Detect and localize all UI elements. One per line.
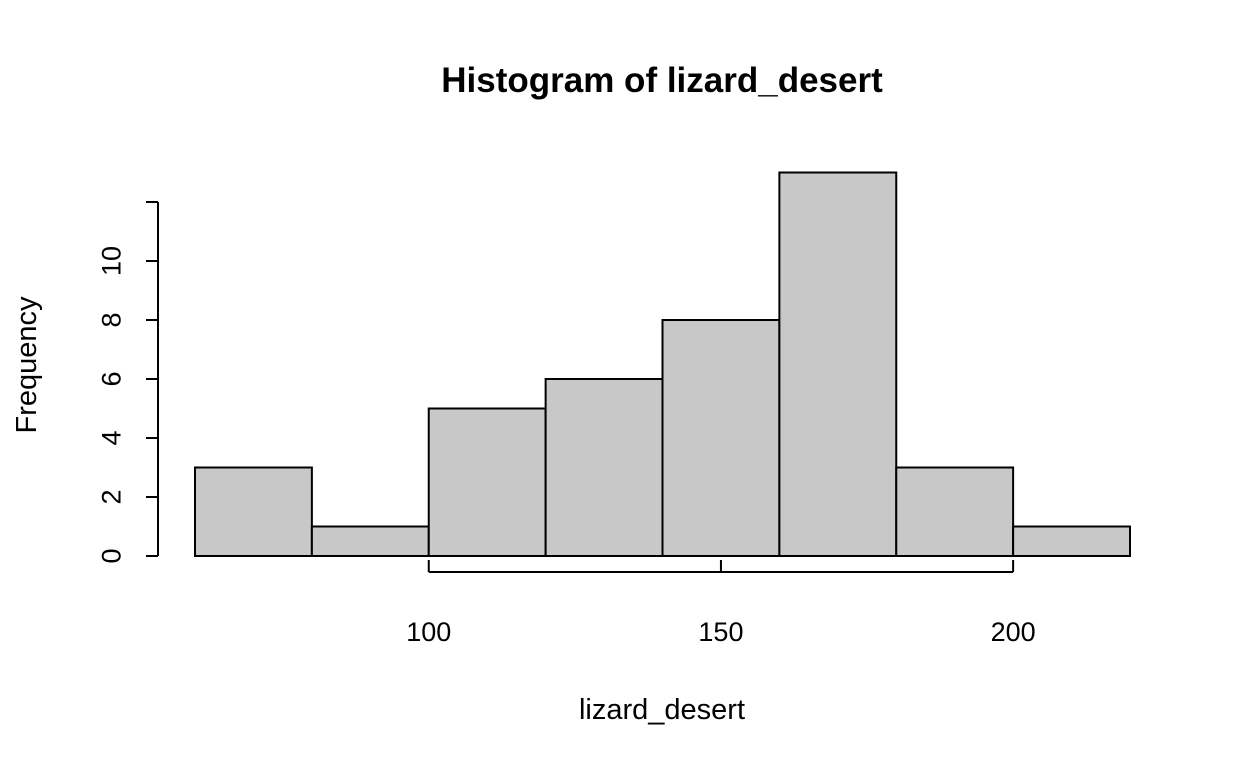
histogram-bars <box>194 171 1131 557</box>
x-axis-label: lizard_desert <box>579 694 745 726</box>
histogram-bar-1 <box>194 466 313 557</box>
histogram-bar-5 <box>661 319 781 557</box>
x-tick-label-200: 200 <box>991 617 1036 647</box>
histogram-bar-3 <box>427 407 547 557</box>
y-tick-label-2: 2 <box>96 489 126 504</box>
y-tick-label-6: 6 <box>96 371 126 386</box>
y-tick-label-0: 0 <box>96 548 126 563</box>
histogram-bar-7 <box>895 466 1015 557</box>
x-tick-label-150: 150 <box>698 617 743 647</box>
y-axis: 0 2 4 6 8 10 <box>96 201 159 564</box>
y-axis-label: Frequency <box>11 296 43 434</box>
y-tick-label-4: 4 <box>96 430 126 445</box>
histogram-bar-8 <box>1012 525 1131 557</box>
y-tick-label-10: 10 <box>96 246 126 276</box>
x-axis: 100 150 200 <box>406 560 1036 647</box>
histogram-bar-2 <box>310 525 430 557</box>
histogram-bar-6 <box>778 171 898 557</box>
histogram-bar-4 <box>544 378 664 557</box>
chart-title: Histogram of lizard_desert <box>441 61 883 100</box>
x-tick-label-100: 100 <box>406 617 451 647</box>
y-tick-label-8: 8 <box>96 312 126 327</box>
